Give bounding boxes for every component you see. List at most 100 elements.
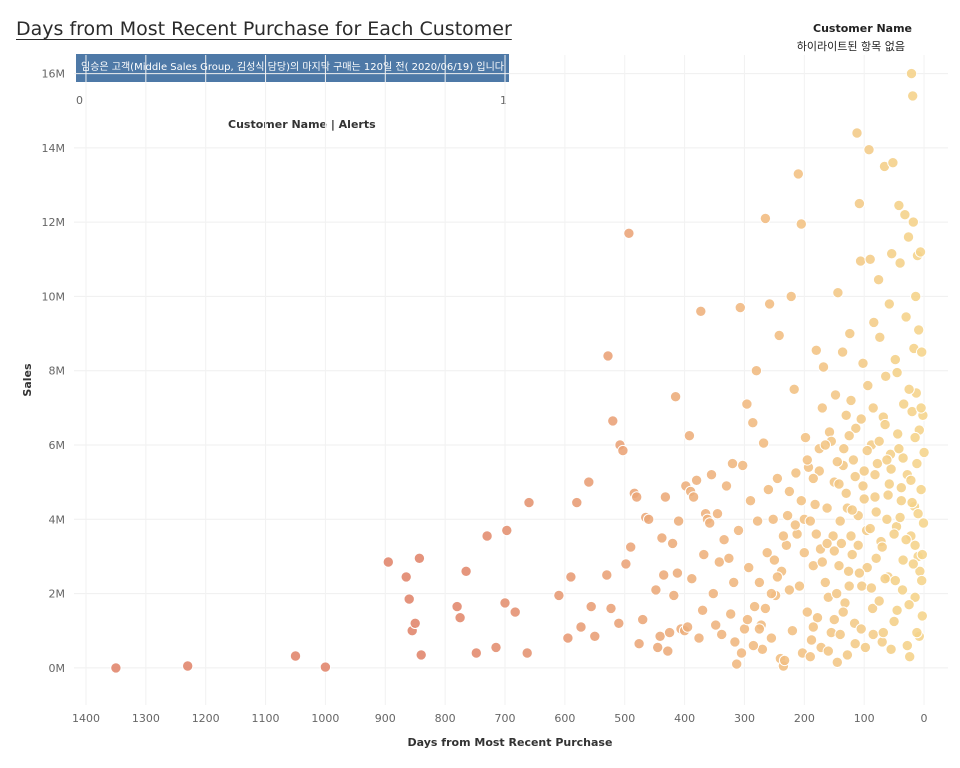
data-point[interactable] [900, 534, 912, 546]
data-point[interactable] [885, 463, 897, 475]
data-point[interactable] [725, 608, 737, 620]
data-point[interactable] [915, 402, 927, 414]
data-point[interactable] [762, 483, 775, 496]
data-point[interactable] [911, 457, 923, 470]
data-point[interactable] [895, 495, 907, 507]
data-point[interactable] [907, 90, 919, 102]
data-point[interactable] [413, 552, 426, 564]
data-point[interactable] [873, 595, 885, 607]
data-point[interactable] [710, 619, 722, 631]
data-point[interactable] [857, 480, 869, 492]
data-point[interactable] [747, 417, 759, 429]
data-point[interactable] [819, 576, 831, 589]
data-point[interactable] [868, 316, 880, 329]
data-point[interactable] [731, 658, 743, 670]
data-point[interactable] [866, 602, 879, 615]
data-point[interactable] [821, 502, 833, 514]
data-point[interactable] [842, 565, 855, 577]
data-point[interactable] [759, 602, 772, 615]
data-point[interactable] [837, 606, 849, 618]
data-point[interactable] [861, 444, 873, 457]
data-point[interactable] [810, 344, 822, 356]
data-point[interactable] [855, 623, 867, 635]
data-point[interactable] [795, 495, 807, 507]
data-point[interactable] [656, 532, 668, 544]
data-point[interactable] [562, 632, 574, 644]
data-point[interactable] [894, 257, 906, 269]
data-point[interactable] [893, 443, 905, 455]
data-point[interactable] [833, 478, 845, 490]
data-point[interactable] [454, 612, 466, 624]
data-point[interactable] [836, 346, 849, 358]
data-point[interactable] [847, 454, 860, 466]
data-point[interactable] [856, 580, 868, 592]
data-point[interactable] [799, 431, 812, 444]
data-point[interactable] [771, 472, 784, 485]
data-point[interactable] [822, 645, 834, 657]
data-point[interactable] [867, 628, 879, 641]
data-point[interactable] [400, 571, 412, 583]
data-point[interactable] [753, 576, 766, 589]
data-point[interactable] [857, 357, 869, 369]
data-point[interactable] [891, 604, 903, 616]
data-point[interactable] [625, 541, 637, 553]
data-point[interactable] [718, 534, 730, 546]
data-point[interactable] [832, 287, 844, 299]
data-point[interactable] [571, 496, 583, 509]
data-point[interactable] [553, 589, 565, 602]
data-point[interactable] [696, 604, 709, 616]
data-point[interactable] [903, 383, 915, 395]
data-point[interactable] [750, 365, 763, 377]
data-point[interactable] [882, 489, 894, 501]
data-point[interactable] [793, 580, 806, 592]
data-point[interactable] [844, 327, 856, 340]
data-point[interactable] [858, 493, 870, 505]
data-point[interactable] [509, 606, 521, 618]
data-point[interactable] [865, 582, 878, 594]
data-point[interactable] [765, 632, 778, 644]
data-point[interactable] [850, 422, 862, 434]
data-point[interactable] [879, 418, 891, 431]
data-point[interactable] [409, 617, 421, 629]
data-point[interactable] [637, 613, 649, 626]
data-point[interactable] [748, 600, 761, 613]
data-point[interactable] [757, 437, 770, 449]
data-point[interactable] [905, 474, 917, 486]
data-point[interactable] [888, 528, 900, 540]
data-point[interactable] [654, 630, 666, 642]
data-point[interactable] [913, 324, 925, 336]
data-point[interactable] [870, 552, 882, 564]
data-point[interactable] [861, 561, 873, 574]
data-point[interactable] [617, 444, 629, 457]
data-point[interactable] [807, 621, 819, 633]
data-point[interactable] [720, 480, 733, 492]
data-point[interactable] [789, 519, 801, 531]
data-point[interactable] [849, 470, 861, 483]
data-point[interactable] [658, 569, 670, 581]
data-point[interactable] [870, 506, 882, 518]
data-point[interactable] [788, 383, 800, 395]
data-point[interactable] [759, 212, 772, 225]
data-point[interactable] [737, 459, 749, 472]
data-point[interactable] [918, 446, 930, 459]
data-point[interactable] [902, 231, 915, 243]
data-point[interactable] [843, 580, 855, 592]
data-point[interactable] [897, 452, 909, 464]
data-point[interactable] [828, 613, 840, 626]
data-point[interactable] [726, 457, 739, 470]
data-point[interactable] [451, 600, 463, 613]
data-point[interactable] [583, 476, 595, 488]
data-point[interactable] [843, 430, 855, 442]
data-point[interactable] [874, 331, 886, 343]
data-point[interactable] [575, 621, 587, 633]
data-point[interactable] [910, 290, 922, 303]
data-point[interactable] [683, 430, 696, 442]
data-point[interactable] [744, 495, 757, 507]
data-point[interactable] [846, 548, 858, 561]
data-point[interactable] [623, 227, 635, 240]
data-point[interactable] [605, 602, 617, 615]
data-point[interactable] [852, 539, 864, 551]
data-point[interactable] [916, 574, 928, 587]
data-point[interactable] [805, 634, 818, 646]
data-point[interactable] [810, 528, 822, 540]
